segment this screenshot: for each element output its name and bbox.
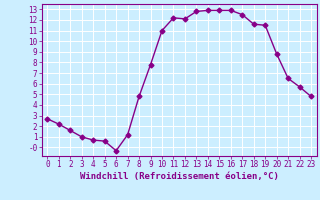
X-axis label: Windchill (Refroidissement éolien,°C): Windchill (Refroidissement éolien,°C) [80,172,279,181]
